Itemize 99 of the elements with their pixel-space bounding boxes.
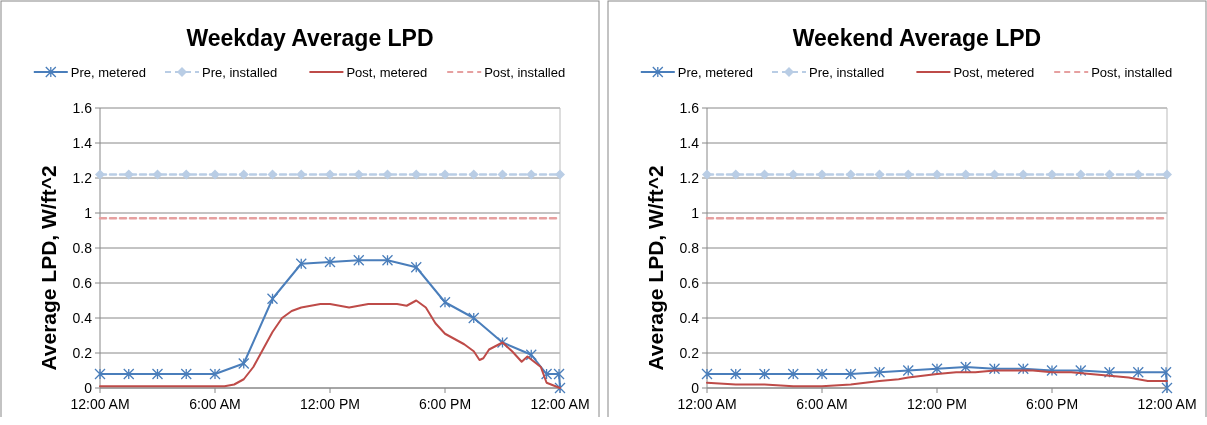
y-tick-label: 0.4 <box>72 310 93 326</box>
x-tick-label: 12:00 AM <box>530 396 590 412</box>
point <box>1075 169 1086 180</box>
point <box>468 312 480 324</box>
y-tick-label: 0.4 <box>679 310 700 326</box>
legend-label: Post, installed <box>1091 65 1173 80</box>
y-tick-label: 0.8 <box>72 240 93 256</box>
y-tick-label: 0.2 <box>72 345 93 361</box>
y-tick-label: 1 <box>691 205 700 221</box>
point <box>988 363 1001 375</box>
point <box>816 368 828 380</box>
point <box>931 363 943 375</box>
y-tick-label: 1.6 <box>679 100 700 116</box>
legend-label: Post, metered <box>346 65 428 80</box>
point <box>123 368 135 380</box>
x-tick-label: 12:00 AM <box>677 396 737 412</box>
y-tick-label: 0 <box>691 380 700 396</box>
x-tick-label: 6:00 PM <box>418 396 472 412</box>
point <box>554 382 566 394</box>
legend-label: Pre, installed <box>809 65 885 80</box>
legend-label: Post, metered <box>953 65 1035 80</box>
x-tick-label: 12:00 AM <box>1137 396 1197 412</box>
point <box>701 368 713 380</box>
y-tick-label: 0 <box>84 380 93 396</box>
point <box>1160 366 1172 378</box>
point <box>210 169 220 180</box>
point <box>758 368 771 380</box>
point <box>759 169 770 180</box>
point <box>874 169 885 180</box>
point <box>440 169 450 180</box>
point <box>238 169 249 180</box>
point <box>787 368 799 380</box>
point <box>1162 169 1172 180</box>
point <box>353 254 365 266</box>
point <box>902 364 914 377</box>
point <box>960 361 972 373</box>
x-tick-label: 6:00 PM <box>1025 396 1079 412</box>
point <box>209 368 221 380</box>
point <box>496 336 509 349</box>
x-tick-label: 6:00 AM <box>189 396 241 412</box>
x-tick-label: 12:00 AM <box>70 396 130 412</box>
y-axis-title: Average LPD, W/ft^2 <box>644 165 667 371</box>
point <box>94 368 106 380</box>
x-tick-label: 6:00 AM <box>796 396 848 412</box>
y-tick-label: 1.6 <box>72 100 93 116</box>
chart-title: Weekday Average LPD <box>186 25 434 51</box>
point <box>553 368 565 380</box>
y-tick-label: 0.6 <box>679 275 700 291</box>
point <box>1046 364 1058 377</box>
point <box>439 296 451 308</box>
point <box>873 366 886 378</box>
y-axis-title: Average LPD, W/ft^2 <box>37 165 60 371</box>
legend-label: Pre, metered <box>70 65 146 80</box>
x-tick-label: 12:00 PM <box>907 396 967 412</box>
point <box>325 169 335 180</box>
point <box>238 357 250 370</box>
y-tick-label: 1 <box>84 205 93 221</box>
point <box>702 169 712 180</box>
point <box>1161 382 1173 394</box>
point <box>295 258 307 270</box>
point <box>845 169 856 180</box>
point <box>382 169 393 180</box>
point <box>267 169 278 180</box>
y-tick-label: 0.8 <box>679 240 700 256</box>
point <box>525 349 537 361</box>
point <box>324 256 336 268</box>
point <box>266 293 279 305</box>
y-tick-label: 1.4 <box>72 135 93 151</box>
legend-label: Pre, installed <box>202 65 278 80</box>
point <box>381 254 394 266</box>
point <box>989 169 1000 180</box>
point <box>1047 169 1057 180</box>
point <box>1104 169 1115 180</box>
point <box>555 169 565 180</box>
point <box>845 368 857 380</box>
point <box>95 169 105 180</box>
y-tick-label: 1.2 <box>679 170 700 186</box>
point <box>1075 364 1087 377</box>
chart-title: Weekend Average LPD <box>792 25 1042 51</box>
point <box>410 261 422 273</box>
point <box>1132 366 1144 378</box>
legend-label: Pre, metered <box>677 65 753 80</box>
point <box>817 169 827 180</box>
legend-label: Post, installed <box>484 65 566 80</box>
point <box>1103 366 1116 378</box>
point <box>151 368 164 380</box>
y-tick-label: 1.4 <box>679 135 700 151</box>
point <box>1017 363 1029 375</box>
point <box>730 368 742 380</box>
x-tick-label: 12:00 PM <box>300 396 360 412</box>
y-tick-label: 0.6 <box>72 275 93 291</box>
point <box>152 169 163 180</box>
point <box>180 368 192 380</box>
point <box>932 169 942 180</box>
y-tick-label: 0.2 <box>679 345 700 361</box>
point <box>540 368 553 380</box>
point <box>497 169 508 180</box>
point <box>468 169 479 180</box>
y-tick-label: 1.2 <box>72 170 93 186</box>
